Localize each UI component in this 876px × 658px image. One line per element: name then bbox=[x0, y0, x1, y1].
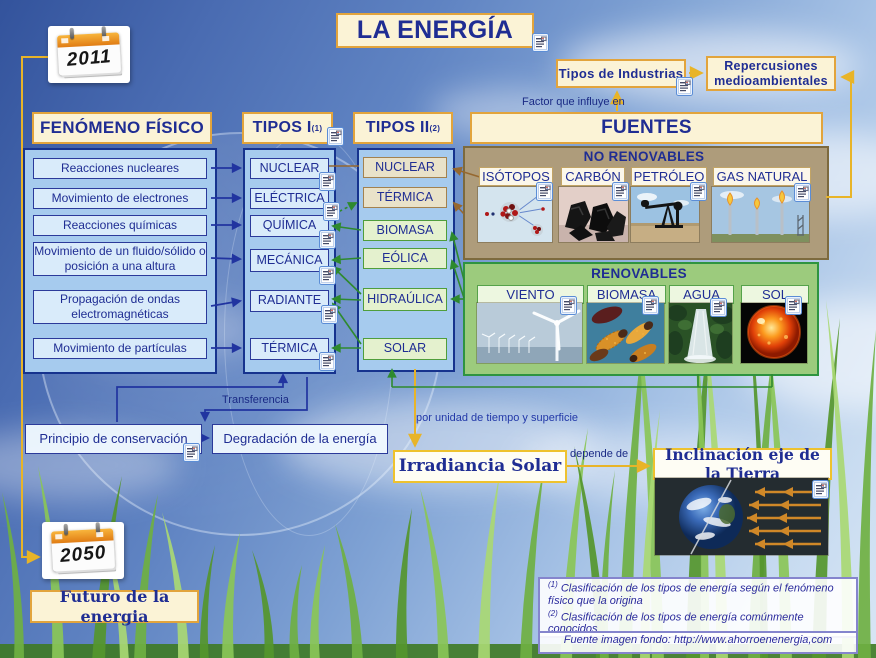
fenomeno-item[interactable]: Propagación de ondas electromagnéticas bbox=[33, 290, 207, 324]
resource-icon[interactable] bbox=[536, 182, 553, 201]
tipos2-header[interactable]: TIPOS II (2) bbox=[353, 112, 453, 144]
tipos1-item[interactable]: ELÉCTRICA bbox=[250, 188, 329, 209]
fenomeno-header[interactable]: FENÓMENO FÍSICO bbox=[32, 112, 212, 144]
factor-influye-label: Factor que influye en bbox=[522, 96, 625, 108]
gas-natural-label[interactable]: GAS NATURAL bbox=[713, 167, 811, 186]
footnote-1: (1) Clasificación de los tipos de energí… bbox=[548, 580, 834, 607]
resource-icon[interactable] bbox=[785, 296, 802, 315]
degradacion-node[interactable]: Degradación de la energía bbox=[212, 424, 388, 454]
tipos1-item[interactable]: NUCLEAR bbox=[250, 158, 329, 179]
resource-icon[interactable] bbox=[532, 33, 549, 52]
isotopos-image bbox=[478, 187, 552, 242]
petroleo-label[interactable]: PETRÓLEO bbox=[631, 167, 707, 186]
petroleo-image bbox=[631, 187, 699, 242]
fuentes-header[interactable]: FUENTES bbox=[470, 112, 823, 144]
tipos-industrias-node[interactable]: Tipos de Industrias bbox=[556, 59, 686, 88]
gas-natural-image bbox=[712, 187, 809, 242]
agua-image bbox=[669, 303, 732, 363]
principio-node[interactable]: Principio de conservación bbox=[25, 424, 202, 454]
carbon-image bbox=[559, 187, 628, 242]
year-2011: 2011 bbox=[65, 46, 113, 71]
repercusiones-node[interactable]: Repercusiones medioambientales bbox=[706, 56, 836, 91]
tipos2-item[interactable]: NUCLEAR bbox=[363, 157, 447, 178]
resource-icon[interactable] bbox=[612, 182, 629, 201]
irradiancia-node[interactable]: Irradiancia Solar bbox=[393, 450, 567, 483]
tipos1-item[interactable]: QUÍMICA bbox=[250, 215, 329, 237]
resource-icon[interactable] bbox=[812, 480, 829, 499]
tipos2-item[interactable]: TÉRMICA bbox=[363, 187, 447, 208]
tipos1-header[interactable]: TIPOS I (1) bbox=[242, 112, 333, 144]
calendar-2050: 2050 bbox=[42, 522, 124, 579]
resource-icon[interactable] bbox=[710, 298, 727, 317]
tipos2-item[interactable]: HIDRAÚLICA bbox=[363, 288, 447, 311]
resource-icon[interactable] bbox=[319, 352, 336, 371]
calendar-2011: 2011 bbox=[48, 26, 130, 83]
resource-icon[interactable] bbox=[183, 443, 200, 462]
resource-icon[interactable] bbox=[323, 202, 340, 221]
resource-icon[interactable] bbox=[690, 182, 707, 201]
depende-de-label: depende de bbox=[570, 448, 629, 460]
image-source-box: Fuente imagen fondo: http://www.ahorroen… bbox=[538, 631, 858, 654]
no-renovables-title: NO RENOVABLES bbox=[583, 149, 705, 164]
carbon-label[interactable]: CARBÓN bbox=[561, 167, 625, 186]
fenomeno-item[interactable]: Movimiento de electrones bbox=[33, 188, 207, 209]
renovables-title: RENOVABLES bbox=[591, 266, 687, 281]
tierra-image bbox=[655, 478, 828, 555]
resource-icon[interactable] bbox=[327, 127, 344, 146]
tipos2-item[interactable]: EÓLICA bbox=[363, 248, 447, 269]
transferencia-label: Transferencia bbox=[222, 394, 289, 406]
footnotes-box: (1) Clasificación de los tipos de energí… bbox=[538, 577, 858, 639]
fenomeno-item[interactable]: Reacciones nucleares bbox=[33, 158, 207, 179]
inclinacion-node[interactable]: Inclinación eje de la Tierra bbox=[653, 445, 832, 483]
resource-icon[interactable] bbox=[560, 296, 577, 315]
futuro-node[interactable]: Futuro de la energia bbox=[30, 587, 199, 626]
resource-icon[interactable] bbox=[321, 305, 338, 324]
fenomeno-item[interactable]: Movimiento de partículas bbox=[33, 338, 207, 359]
image-source-text: Fuente imagen fondo: http://www.ahorroen… bbox=[563, 634, 833, 646]
resource-icon[interactable] bbox=[319, 266, 336, 285]
isotopos-label[interactable]: ISÓTOPOS bbox=[479, 167, 553, 186]
fenomeno-item[interactable]: Movimiento de un fluido/sólido o posició… bbox=[33, 242, 207, 276]
year-2050: 2050 bbox=[59, 542, 108, 567]
fenomeno-item[interactable]: Reacciones químicas bbox=[33, 215, 207, 236]
tipos2-item[interactable]: BIOMASA bbox=[363, 220, 447, 241]
por-unidad-label: por unidad de tiempo y superficie bbox=[416, 412, 579, 424]
map-title[interactable]: LA ENERGÍA bbox=[336, 13, 534, 48]
tipos2-item[interactable]: SOLAR bbox=[363, 338, 447, 360]
resource-icon[interactable] bbox=[642, 296, 659, 315]
resource-icon[interactable] bbox=[676, 77, 693, 96]
resource-icon[interactable] bbox=[794, 183, 811, 202]
tipos1-item[interactable]: RADIANTE bbox=[250, 290, 329, 312]
tipos1-item[interactable]: MECÁNICA bbox=[250, 249, 329, 272]
resource-icon[interactable] bbox=[319, 230, 336, 249]
resource-icon[interactable] bbox=[319, 172, 336, 191]
tipos1-item[interactable]: TÉRMICA bbox=[250, 338, 329, 360]
